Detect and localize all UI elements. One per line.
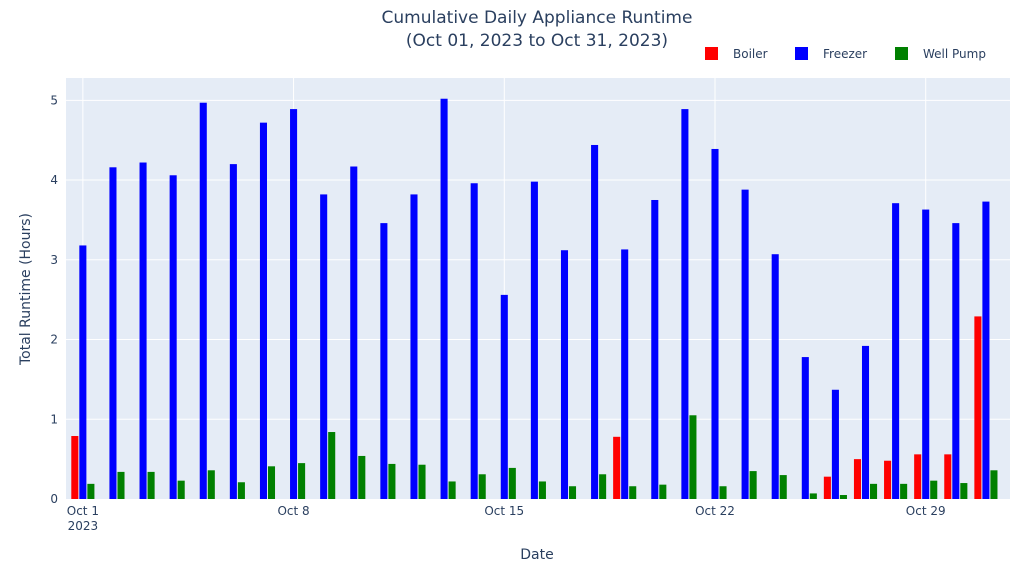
bar-freezer[interactable] (982, 201, 990, 499)
bar-well-pump[interactable] (177, 480, 185, 499)
y-tick-label: 0 (50, 492, 58, 506)
x-axis-label: Date (520, 547, 553, 562)
plot-area (66, 78, 1010, 499)
bar-boiler[interactable] (853, 459, 862, 499)
bar-freezer[interactable] (259, 122, 268, 499)
bar-freezer[interactable] (861, 345, 870, 499)
chart-title: Cumulative Daily Appliance Runtime (382, 8, 693, 28)
bar-freezer[interactable] (500, 294, 508, 499)
bar-freezer[interactable] (320, 194, 328, 499)
bar-well-pump[interactable] (659, 484, 667, 499)
x-tick-sublabel: 2023 (68, 519, 99, 533)
y-tick-label: 5 (50, 93, 58, 107)
bar-freezer[interactable] (651, 199, 659, 499)
bar-boiler[interactable] (944, 454, 952, 499)
bar-well-pump[interactable] (719, 486, 727, 499)
bar-freezer[interactable] (621, 249, 629, 499)
bar-freezer[interactable] (139, 162, 147, 500)
bar-freezer[interactable] (410, 194, 418, 499)
legend-swatch[interactable] (895, 47, 908, 60)
bar-well-pump[interactable] (538, 481, 546, 499)
bar-freezer[interactable] (229, 164, 237, 499)
chart-subtitle: (Oct 01, 2023 to Oct 31, 2023) (406, 31, 668, 51)
legend-swatch[interactable] (795, 47, 808, 60)
bar-well-pump[interactable] (358, 455, 366, 499)
x-tick-label: Oct 1 (67, 504, 99, 518)
bar-freezer[interactable] (530, 181, 538, 499)
bar-well-pump[interactable] (418, 464, 426, 499)
y-tick-label: 4 (50, 173, 58, 187)
bar-freezer[interactable] (711, 148, 719, 499)
legend-label[interactable]: Freezer (823, 47, 867, 61)
bar-freezer[interactable] (892, 203, 900, 499)
x-tick-label: Oct 29 (906, 504, 946, 518)
bar-well-pump[interactable] (629, 486, 637, 499)
bar-freezer[interactable] (440, 98, 448, 499)
bar-well-pump[interactable] (568, 486, 577, 499)
y-tick-label: 2 (50, 333, 58, 347)
bar-freezer[interactable] (470, 183, 478, 499)
bar-boiler[interactable] (914, 454, 922, 499)
bar-well-pump[interactable] (478, 474, 486, 499)
bar-well-pump[interactable] (298, 463, 306, 499)
x-tick-label: Oct 8 (277, 504, 309, 518)
bar-freezer[interactable] (79, 245, 87, 499)
bar-well-pump[interactable] (448, 481, 456, 499)
y-axis-label: Total Runtime (Hours) (18, 213, 34, 366)
bar-well-pump[interactable] (839, 495, 847, 499)
bar-freezer[interactable] (380, 223, 388, 499)
bar-freezer[interactable] (591, 144, 599, 499)
bar-well-pump[interactable] (779, 475, 787, 499)
bar-boiler[interactable] (71, 436, 79, 499)
bar-freezer[interactable] (109, 167, 117, 499)
bar-well-pump[interactable] (900, 483, 908, 499)
bar-freezer[interactable] (831, 389, 839, 499)
bar-freezer[interactable] (350, 166, 358, 499)
bar-freezer[interactable] (560, 250, 569, 499)
bar-freezer[interactable] (771, 254, 779, 499)
bar-well-pump[interactable] (328, 432, 336, 499)
bar-well-pump[interactable] (147, 471, 155, 499)
y-tick-label: 3 (50, 253, 58, 267)
bar-freezer[interactable] (290, 109, 298, 499)
bar-boiler[interactable] (974, 316, 982, 499)
bar-boiler[interactable] (884, 460, 892, 499)
x-tick-label: Oct 15 (484, 504, 524, 518)
legend-swatch[interactable] (705, 47, 718, 60)
bar-well-pump[interactable] (267, 466, 276, 499)
bar-well-pump[interactable] (809, 493, 817, 499)
bar-well-pump[interactable] (870, 483, 878, 499)
x-tick-label: Oct 22 (695, 504, 735, 518)
bar-freezer[interactable] (199, 102, 207, 499)
bar-well-pump[interactable] (207, 470, 215, 499)
bar-freezer[interactable] (801, 357, 809, 499)
bar-well-pump[interactable] (388, 463, 396, 499)
bar-freezer[interactable] (169, 175, 177, 499)
bar-freezer[interactable] (681, 109, 689, 499)
bar-well-pump[interactable] (87, 483, 95, 499)
bar-boiler[interactable] (613, 436, 621, 499)
bar-well-pump[interactable] (749, 471, 757, 499)
bar-well-pump[interactable] (117, 471, 125, 499)
bar-well-pump[interactable] (237, 482, 245, 499)
bar-well-pump[interactable] (990, 470, 998, 499)
bar-freezer[interactable] (741, 189, 749, 499)
y-tick-label: 1 (50, 412, 58, 426)
bar-boiler[interactable] (823, 476, 831, 499)
bar-well-pump[interactable] (930, 480, 938, 499)
bar-well-pump[interactable] (960, 483, 968, 499)
bar-freezer[interactable] (952, 223, 960, 499)
bar-well-pump[interactable] (689, 415, 697, 499)
legend-label[interactable]: Boiler (733, 47, 768, 61)
legend-label[interactable]: Well Pump (923, 47, 986, 61)
bar-well-pump[interactable] (599, 474, 607, 499)
bar-well-pump[interactable] (508, 467, 516, 499)
legend[interactable]: Boiler Freezer Well Pump (705, 47, 986, 61)
bar-freezer[interactable] (922, 209, 930, 499)
